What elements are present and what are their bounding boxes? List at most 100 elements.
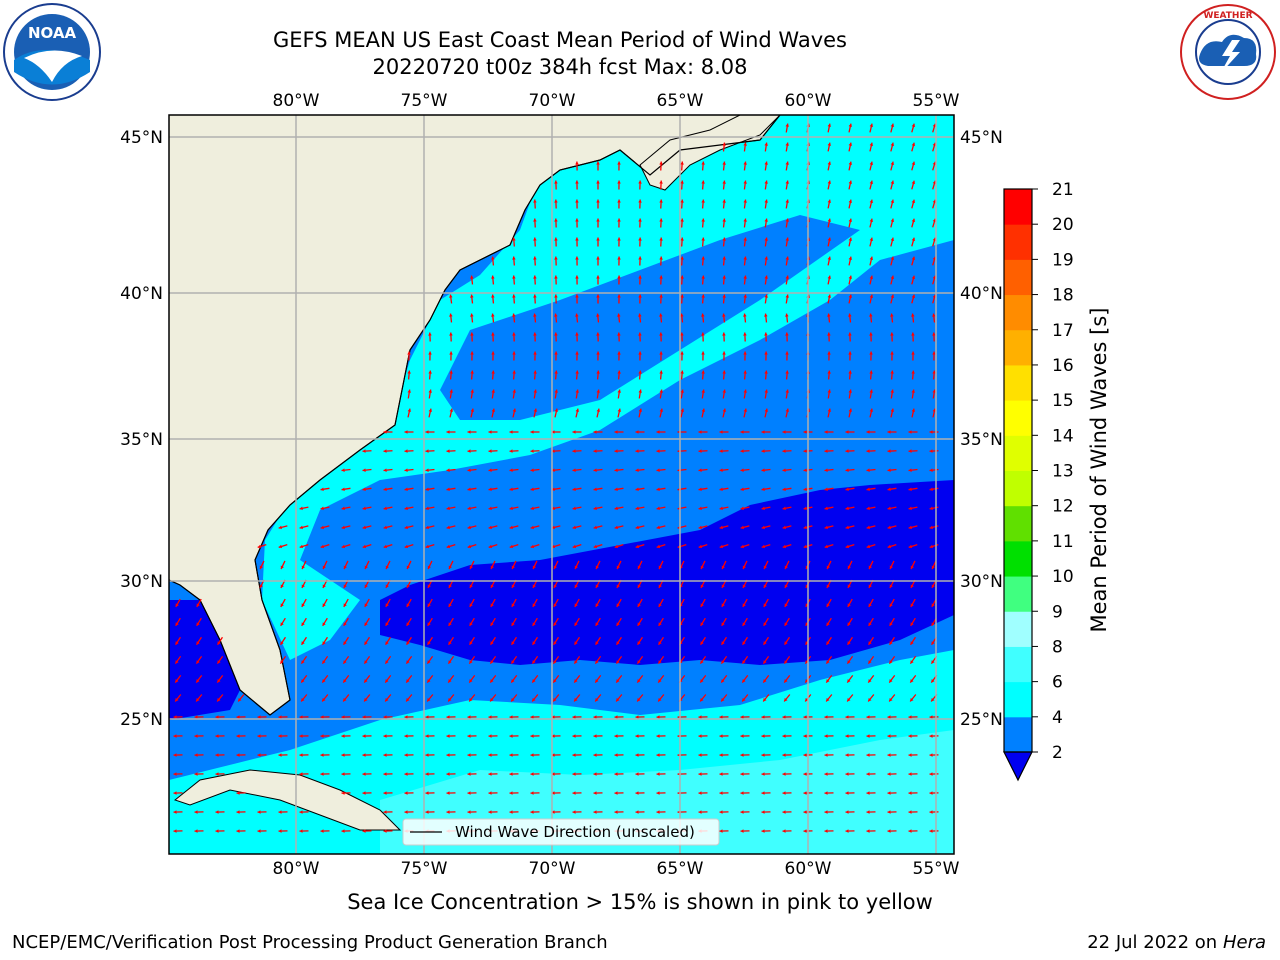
- wave-direction-arrow: [446, 468, 456, 472]
- wave-direction-arrow: [488, 487, 498, 492]
- wave-direction-arrow: [575, 237, 579, 247]
- wave-direction-arrow: [908, 734, 918, 738]
- wave-direction-arrow: [467, 753, 477, 757]
- wave-direction-arrow: [509, 734, 519, 738]
- wave-direction-arrow: [698, 791, 708, 795]
- colorbar-segment: [1004, 505, 1032, 542]
- latitude-label: 30°N: [120, 572, 163, 592]
- wave-direction-arrow: [216, 675, 224, 683]
- wave-direction-arrow: [446, 753, 456, 757]
- wave-direction-arrow: [908, 506, 918, 511]
- wave-direction-arrow: [428, 332, 432, 342]
- wave-direction-arrow: [299, 829, 309, 833]
- wave-direction-arrow: [362, 487, 372, 492]
- wave-direction-arrow: [698, 753, 708, 757]
- wave-direction-arrow: [932, 370, 936, 380]
- longitude-label: 65°W: [657, 91, 704, 111]
- wave-direction-arrow: [174, 694, 182, 702]
- wave-direction-arrow: [280, 617, 286, 627]
- colorbar-segment: [1004, 540, 1032, 577]
- wave-direction-arrow: [638, 218, 642, 228]
- wave-direction-arrow: [363, 636, 371, 646]
- wave-direction-arrow: [929, 829, 939, 833]
- wave-direction-arrow: [425, 753, 435, 757]
- wave-direction-arrow: [782, 829, 792, 833]
- wave-direction-arrow: [887, 544, 897, 549]
- wave-direction-arrow: [194, 734, 204, 738]
- wave-direction-arrow: [596, 218, 600, 228]
- wave-direction-arrow: [656, 715, 666, 719]
- wave-direction-arrow: [782, 449, 792, 453]
- wave-direction-arrow: [509, 468, 519, 472]
- wave-direction-arrow: [635, 430, 645, 434]
- wave-direction-arrow: [446, 791, 456, 795]
- wave-direction-arrow: [509, 544, 519, 549]
- wave-direction-arrow: [426, 694, 434, 702]
- wave-direction-arrow: [552, 675, 560, 683]
- wave-direction-arrow: [404, 753, 414, 757]
- wave-direction-arrow: [848, 218, 853, 228]
- wave-direction-arrow: [827, 199, 832, 209]
- wave-direction-arrow: [698, 430, 708, 434]
- wave-direction-arrow: [889, 560, 895, 570]
- wave-direction-arrow: [782, 734, 792, 738]
- wave-direction-arrow: [700, 617, 706, 627]
- wave-direction-arrow: [533, 256, 537, 266]
- wave-direction-arrow: [343, 598, 349, 608]
- wave-direction-arrow: [341, 734, 351, 738]
- wave-direction-arrow: [551, 772, 561, 776]
- wave-direction-arrow: [721, 617, 727, 627]
- wave-direction-arrow: [554, 256, 558, 266]
- wave-direction-arrow: [470, 332, 474, 342]
- wave-direction-arrow: [301, 598, 307, 608]
- wave-direction-arrow: [638, 294, 642, 304]
- wave-direction-arrow: [869, 332, 873, 342]
- colorbar-tick-label: 11: [1052, 532, 1074, 552]
- wave-direction-arrow: [278, 715, 288, 719]
- wave-direction-arrow: [824, 734, 834, 738]
- wave-direction-arrow: [909, 675, 917, 683]
- wave-direction-arrow: [530, 449, 540, 453]
- wave-direction-arrow: [341, 525, 351, 530]
- wave-direction-arrow: [404, 430, 414, 434]
- wave-direction-arrow: [700, 560, 706, 570]
- wave-direction-arrow: [785, 161, 790, 171]
- wave-direction-arrow: [782, 715, 792, 719]
- wave-direction-arrow: [554, 237, 558, 247]
- wave-direction-arrow: [847, 598, 853, 608]
- wave-direction-arrow: [575, 275, 579, 285]
- wave-direction-arrow: [615, 675, 623, 683]
- wave-direction-arrow: [280, 560, 286, 570]
- wave-direction-arrow: [869, 142, 874, 152]
- wave-direction-arrow: [425, 791, 435, 795]
- longitude-label: 55°W: [913, 91, 960, 111]
- wave-direction-arrow: [553, 560, 559, 570]
- wave-direction-arrow: [722, 332, 726, 342]
- latitude-label: 45°N: [960, 128, 1003, 148]
- wave-direction-arrow: [510, 694, 518, 702]
- wave-direction-arrow: [446, 430, 456, 434]
- wave-direction-arrow: [635, 525, 645, 530]
- wave-direction-arrow: [320, 734, 330, 738]
- wave-direction-arrow: [701, 256, 705, 266]
- wave-direction-arrow: [614, 487, 624, 492]
- wave-direction-arrow: [845, 487, 855, 492]
- wave-direction-arrow: [908, 772, 918, 776]
- wave-direction-arrow: [553, 598, 559, 608]
- colorbar-tick-label: 2: [1052, 743, 1063, 763]
- wave-direction-arrow: [785, 237, 790, 247]
- wave-direction-arrow: [428, 370, 432, 380]
- wave-direction-arrow: [698, 487, 708, 492]
- footer-date-text: 22 Jul 2022 on: [1087, 932, 1218, 953]
- wave-direction-arrow: [824, 468, 834, 472]
- wave-direction-arrow: [467, 468, 477, 472]
- wave-direction-arrow: [911, 256, 916, 266]
- wave-direction-arrow: [404, 468, 414, 472]
- wave-direction-arrow: [845, 810, 855, 814]
- wave-direction-arrow: [701, 218, 705, 228]
- wave-direction-arrow: [617, 199, 621, 209]
- wave-direction-arrow: [910, 617, 916, 627]
- wave-direction-arrow: [637, 560, 643, 570]
- wave-direction-arrow: [470, 313, 474, 323]
- wave-direction-arrow: [743, 180, 747, 190]
